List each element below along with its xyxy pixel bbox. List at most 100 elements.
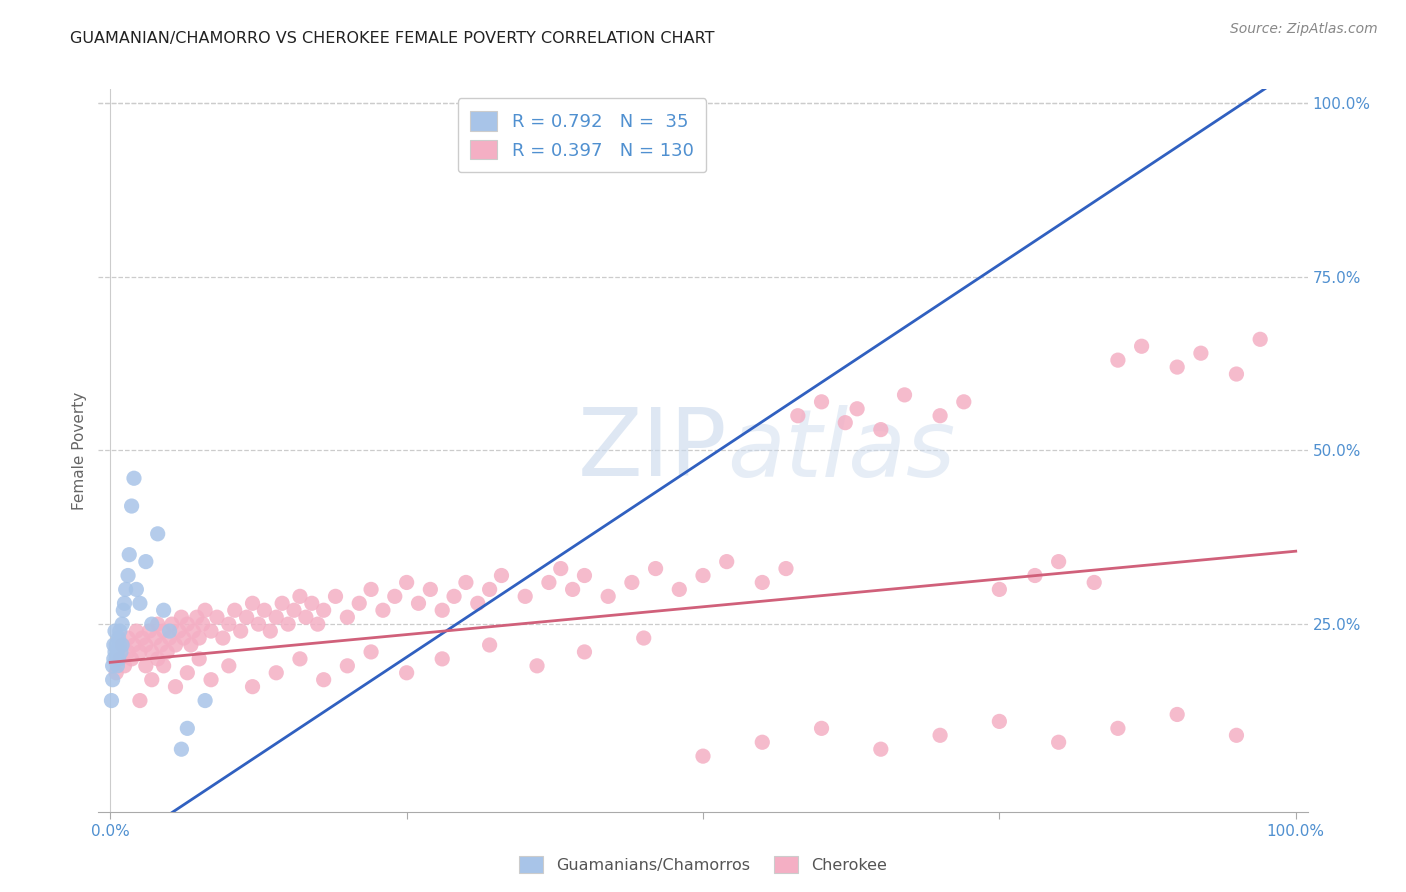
Point [644, 561, 666, 575]
Point [952, 394, 974, 409]
Point [117, 568, 139, 582]
Point [118, 548, 141, 562]
Point [371, 603, 394, 617]
Point [253, 603, 276, 617]
Legend: R = 0.792   N =  35, R = 0.397   N = 130: R = 0.792 N = 35, R = 0.397 N = 130 [458, 98, 706, 172]
Point [111, 638, 134, 652]
Point [288, 652, 311, 666]
Point [176, 665, 198, 680]
Point [108, 638, 131, 652]
Point [129, 693, 152, 707]
Text: GUAMANIAN/CHAMORRO VS CHEROKEE FEMALE POVERTY CORRELATION CHART: GUAMANIAN/CHAMORRO VS CHEROKEE FEMALE PO… [70, 31, 714, 46]
Point [1083, 575, 1105, 590]
Point [121, 499, 143, 513]
Point [104, 624, 127, 639]
Point [146, 526, 169, 541]
Point [288, 590, 311, 604]
Point [454, 575, 477, 590]
Point [242, 596, 264, 610]
Point [277, 617, 299, 632]
Point [283, 603, 305, 617]
Point [224, 603, 246, 617]
Point [810, 394, 832, 409]
Point [347, 596, 370, 610]
Point [692, 568, 714, 582]
Point [125, 582, 148, 597]
Point [107, 652, 129, 666]
Point [218, 617, 240, 632]
Point [633, 631, 655, 645]
Point [188, 652, 211, 666]
Point [186, 610, 208, 624]
Point [122, 471, 145, 485]
Legend: Guamanians/Chamorros, Cherokee: Guamanians/Chamorros, Cherokee [513, 849, 893, 880]
Point [478, 638, 501, 652]
Point [103, 638, 125, 652]
Point [1107, 722, 1129, 736]
Point [117, 631, 139, 645]
Point [491, 568, 513, 582]
Point [692, 749, 714, 764]
Point [150, 638, 173, 652]
Point [574, 645, 596, 659]
Point [716, 555, 738, 569]
Point [264, 665, 287, 680]
Y-axis label: Female Poverty: Female Poverty [72, 392, 87, 509]
Point [1047, 735, 1070, 749]
Point [122, 638, 145, 652]
Point [159, 631, 181, 645]
Point [152, 624, 174, 639]
Point [105, 638, 128, 652]
Point [834, 416, 856, 430]
Point [104, 645, 127, 659]
Point [101, 673, 124, 687]
Point [129, 596, 152, 610]
Point [467, 596, 489, 610]
Point [295, 610, 318, 624]
Point [176, 722, 198, 736]
Point [135, 555, 157, 569]
Point [212, 631, 235, 645]
Point [111, 638, 134, 652]
Point [1024, 568, 1046, 582]
Point [108, 624, 131, 639]
Point [165, 638, 187, 652]
Point [114, 596, 136, 610]
Point [105, 645, 128, 659]
Point [988, 582, 1011, 597]
Point [156, 645, 179, 659]
Point [194, 603, 217, 617]
Point [312, 603, 335, 617]
Point [360, 582, 382, 597]
Point [526, 658, 548, 673]
Point [235, 610, 257, 624]
Point [138, 624, 160, 639]
Point [929, 409, 952, 423]
Point [395, 665, 418, 680]
Point [419, 582, 441, 597]
Point [751, 735, 773, 749]
Point [141, 673, 163, 687]
Point [242, 680, 264, 694]
Point [105, 652, 128, 666]
Point [100, 693, 122, 707]
Point [478, 582, 501, 597]
Point [111, 617, 134, 632]
Point [129, 645, 152, 659]
Point [929, 728, 952, 742]
Point [561, 582, 583, 597]
Point [810, 722, 832, 736]
Point [107, 631, 129, 645]
Point [395, 575, 418, 590]
Point [1130, 339, 1153, 353]
Point [152, 658, 174, 673]
Point [165, 680, 187, 694]
Point [159, 624, 181, 639]
Point [786, 409, 808, 423]
Point [112, 603, 135, 617]
Point [550, 561, 572, 575]
Point [117, 645, 139, 659]
Point [301, 596, 323, 610]
Point [259, 624, 281, 639]
Point [846, 401, 869, 416]
